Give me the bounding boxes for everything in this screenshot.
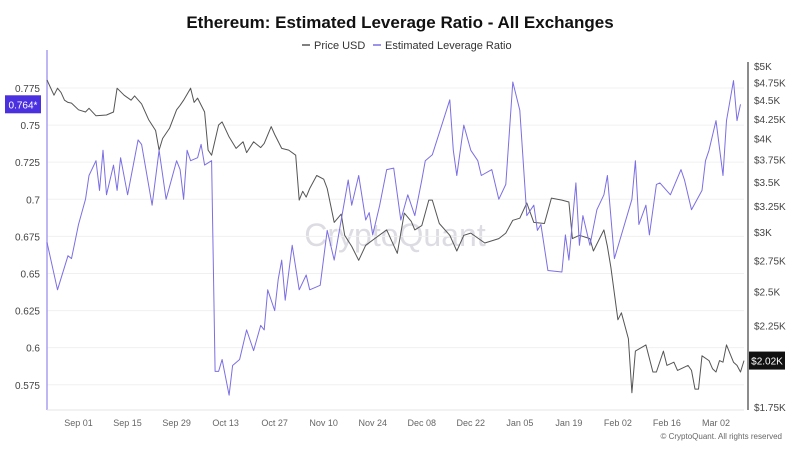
leverage-current-flag <box>5 95 41 114</box>
y-right-tick-label: $4.5K <box>754 96 780 107</box>
y-right-tick-label: $2.25K <box>754 322 786 333</box>
x-tick-label: Dec 08 <box>408 418 437 428</box>
legend: Price USD Estimated Leverage Ratio <box>302 40 512 52</box>
y-right-tick-label: $1.75K <box>754 403 786 414</box>
current-value-flags: 0.764* $2.02K <box>5 95 785 370</box>
x-tick-label: Dec 22 <box>457 418 486 428</box>
y-left-tick-label: 0.625 <box>15 307 40 318</box>
y-right-tick-label: $4.75K <box>754 79 786 90</box>
y-right-tick-label: $5K <box>754 62 772 73</box>
legend-label-leverage[interactable]: Estimated Leverage Ratio <box>385 40 512 52</box>
x-tick-label: Nov 10 <box>309 418 338 428</box>
x-tick-label: Mar 02 <box>702 418 730 428</box>
price-current-label: $2.02K <box>751 357 783 368</box>
y-right-tick-label: $3.25K <box>754 202 786 213</box>
y-right-tick-label: $3.5K <box>754 178 780 189</box>
y-left-tick-label: 0.6 <box>26 344 40 355</box>
y-left-tick-label: 0.775 <box>15 84 40 95</box>
y-left-tick-label: 0.575 <box>15 381 40 392</box>
watermark: CryptoQuant <box>304 217 486 253</box>
x-tick-label: Sep 29 <box>162 418 191 428</box>
y-right-tick-label: $4K <box>754 135 772 146</box>
y-left-tick-label: 0.725 <box>15 158 40 169</box>
grid <box>47 87 744 386</box>
x-tick-label: Nov 24 <box>358 418 387 428</box>
legend-label-price[interactable]: Price USD <box>314 40 365 52</box>
axes: 0.575 0.6 0.625 0.65 0.675 0.7 0.725 0.75 0.775 $… <box>15 50 786 428</box>
series-lines <box>46 79 745 396</box>
y-right-tick-label: $4.25K <box>754 115 786 126</box>
x-tick-label: Oct 27 <box>261 418 288 428</box>
y-left-tick-label: 0.75 <box>21 121 41 132</box>
y-left-tick-label: 0.65 <box>21 269 41 280</box>
leverage-current-label: 0.764* <box>9 100 38 111</box>
x-tick-label: Jan 05 <box>506 418 533 428</box>
y-left-tick-label: 0.7 <box>26 195 40 206</box>
x-tick-label: Feb 02 <box>604 418 632 428</box>
y-right-tick-label: $2.75K <box>754 256 786 267</box>
y-left-tick-label: 0.675 <box>15 232 40 243</box>
x-tick-label: Jan 19 <box>555 418 582 428</box>
x-tick-label: Sep 15 <box>113 418 142 428</box>
x-tick-label: Sep 01 <box>64 418 93 428</box>
price-current-flag <box>749 351 785 370</box>
chart-title: Ethereum: Estimated Leverage Ratio - All… <box>186 13 613 32</box>
series-line-price <box>46 79 745 394</box>
y-right-tick-label: $3K <box>754 228 772 239</box>
footer-copyright: © CryptoQuant. All rights reserved <box>661 432 783 441</box>
x-tick-label: Oct 13 <box>212 418 239 428</box>
series-line-leverage <box>46 80 741 396</box>
y-right-tick-label: $2.5K <box>754 287 780 298</box>
x-tick-label: Feb 16 <box>653 418 681 428</box>
y-right-tick-label: $3.75K <box>754 156 786 167</box>
